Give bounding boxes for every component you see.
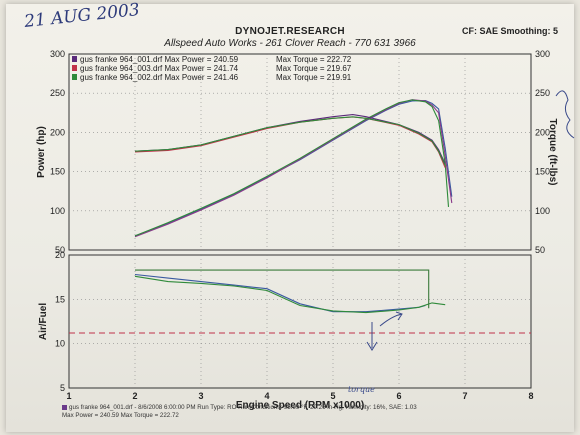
- power-tick-label: 300: [50, 49, 65, 59]
- power-tick-label: 50: [55, 245, 65, 255]
- torque-tick-label: 200: [535, 127, 550, 137]
- handwritten-torque-note: torque: [348, 385, 375, 394]
- cf-smoothing-label: CF: SAE Smoothing: 5: [462, 26, 558, 36]
- afr-tick-label: 20: [55, 250, 65, 260]
- afr-axis-label: Air/Fuel: [38, 303, 49, 340]
- torque-tick-label: 150: [535, 167, 550, 177]
- legend-power-entry: gus franke 964_002.drf Max Power = 241.4…: [80, 73, 239, 82]
- rpm-tick-label: 6: [396, 391, 401, 401]
- rpm-tick-label: 3: [198, 391, 203, 401]
- afr-plot-frame: [68, 254, 532, 389]
- afr-series-line-3: [135, 269, 430, 309]
- power-tick-label: 100: [50, 206, 65, 216]
- footer-max-line: Max Power = 240.59 Max Torque = 222.72: [62, 412, 179, 419]
- rpm-tick-label: 5: [330, 391, 335, 401]
- afr-tick-label: 10: [55, 339, 65, 349]
- shop-subtitle: Allspeed Auto Works - 261 Clover Reach -…: [164, 38, 416, 49]
- run-footer: gus franke 964_001.drf - 8/6/2008 6:00:0…: [62, 404, 417, 420]
- torque-tick-label: 300: [535, 49, 550, 59]
- torque-tick-label: 100: [535, 206, 550, 216]
- torque-tick-label: 250: [535, 88, 550, 98]
- rpm-tick-label: 7: [462, 391, 467, 401]
- power-tick-label: 150: [50, 167, 65, 177]
- handwritten-down-arrow: [366, 322, 378, 351]
- power-tick-label: 250: [50, 88, 65, 98]
- torque-series-line-3: [134, 116, 446, 166]
- handwritten-curve-arrow: [379, 311, 403, 327]
- legend-swatch: [72, 56, 77, 62]
- afr-series-line-1: [134, 273, 426, 313]
- legend-power-entry: gus franke 964_001.drf Max Power = 240.5…: [80, 55, 239, 64]
- legend-torque-entry: Max Torque = 222.72: [276, 55, 352, 64]
- legend-torque-entry: Max Torque = 219.67: [276, 64, 352, 73]
- legend-swatch: [72, 65, 77, 71]
- power-series-line-2: [134, 99, 453, 238]
- torque-series-line-1: [134, 114, 446, 165]
- rpm-tick-label: 4: [264, 391, 269, 401]
- power-axis-label: Power (hp): [36, 126, 47, 178]
- rpm-tick-label: 8: [528, 391, 533, 401]
- power-series-line-3: [134, 99, 450, 237]
- handwritten-margin-scribble: [555, 90, 575, 139]
- brand-title: DYNOJET.RESEARCH: [235, 26, 345, 37]
- legend-swatch: [72, 74, 77, 80]
- power-series-line-1: [134, 100, 453, 237]
- rpm-tick-label: 1: [66, 391, 71, 401]
- afr-series-line-2: [134, 275, 446, 314]
- rpm-tick-label: 2: [132, 391, 137, 401]
- legend-power-entry: gus franke 964_003.drf Max Power = 241.7…: [80, 64, 239, 73]
- footer-run-line: gus franke 964_001.drf - 8/6/2008 6:00:0…: [69, 404, 417, 411]
- legend-torque-entry: Max Torque = 219.91: [276, 73, 352, 82]
- footer-swatch: [62, 404, 67, 410]
- torque-tick-label: 50: [535, 245, 545, 255]
- torque-axis-label: Torque (ft-lbs): [547, 118, 558, 185]
- top-plot-frame: [68, 53, 532, 251]
- afr-tick-label: 15: [55, 294, 65, 304]
- afr-tick-label: 5: [60, 383, 65, 393]
- power-tick-label: 200: [50, 127, 65, 137]
- dyno-sheet: [6, 4, 574, 432]
- rpm-axis-label: Engine Speed (RPM x1000): [236, 400, 364, 411]
